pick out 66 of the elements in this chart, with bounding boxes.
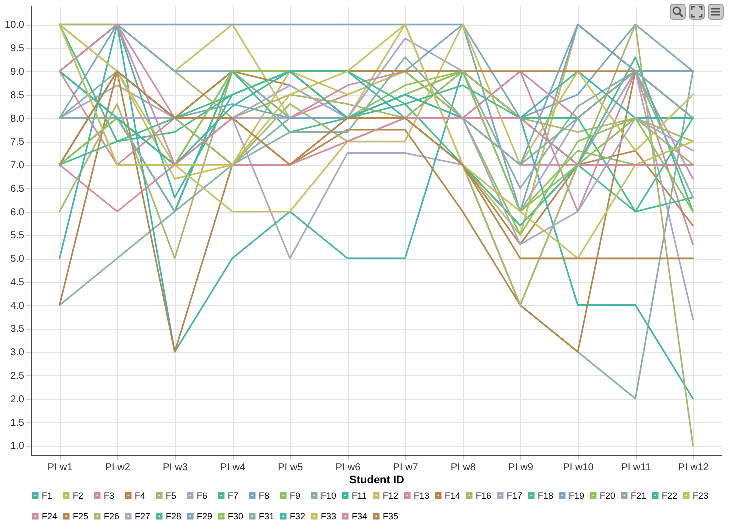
legend-label: F29 <box>197 512 213 522</box>
legend-label: F27 <box>135 512 151 522</box>
legend-label: F19 <box>569 490 585 501</box>
x-tick-label: PI w6 <box>336 462 362 474</box>
legend-label: F33 <box>321 512 337 522</box>
legend-label: F23 <box>693 490 709 501</box>
x-tick-label: PI w11 <box>621 462 652 474</box>
legend-label: F30 <box>228 512 244 522</box>
y-tick-label: 1.0 <box>10 441 25 452</box>
legend-label: F6 <box>197 490 208 501</box>
y-tick-label: 8.5 <box>10 90 25 102</box>
legend-label: F14 <box>445 490 461 501</box>
y-tick-label: 5.5 <box>10 230 25 242</box>
x-tick-label: PI w2 <box>105 462 131 474</box>
legend-label: F9 <box>290 490 301 501</box>
x-tick-label: PI w8 <box>450 462 476 474</box>
y-tick-label: 6.0 <box>10 207 25 218</box>
legend-label: F2 <box>73 490 84 501</box>
legend-label: F26 <box>104 512 120 522</box>
y-tick-label: 8.0 <box>10 114 25 125</box>
y-tick-label: 6.5 <box>10 184 25 195</box>
legend-label: F35 <box>383 512 399 522</box>
legend-label: F4 <box>135 490 146 501</box>
legend-label: F7 <box>228 490 239 501</box>
y-tick-label: 9.5 <box>10 44 25 55</box>
x-tick-label: PI w3 <box>162 462 188 474</box>
x-tick-label: PI w4 <box>220 462 246 474</box>
y-tick-label: 7.5 <box>10 137 25 148</box>
legend-label: F34 <box>352 512 368 522</box>
legend-label: F20 <box>600 490 616 501</box>
y-tick-label: 10.0 <box>5 20 25 32</box>
legend-label: F31 <box>259 512 275 522</box>
legend-label: F22 <box>662 490 678 501</box>
legend-label: F11 <box>352 490 367 501</box>
y-tick-label: 5.0 <box>10 254 25 266</box>
x-tick-label: PI w7 <box>393 462 419 474</box>
x-tick-label: PI w5 <box>278 462 304 474</box>
x-tick-label: PI w9 <box>508 462 534 474</box>
y-tick-label: 9.0 <box>10 66 25 78</box>
y-tick-label: 7.0 <box>10 160 25 172</box>
legend-label: F1 <box>42 490 53 501</box>
y-tick-label: 2.5 <box>10 370 25 382</box>
y-tick-label: 4.0 <box>10 300 25 312</box>
legend-label: F25 <box>73 512 89 522</box>
legend-label: F8 <box>259 490 270 501</box>
legend-label: F18 <box>538 490 554 501</box>
legend-label: F13 <box>414 490 430 501</box>
legend-label: F3 <box>104 490 115 501</box>
x-tick-label: PI w12 <box>678 462 710 474</box>
legend-label: F17 <box>507 490 523 501</box>
legend-label: F24 <box>42 512 58 522</box>
legend-label: F21 <box>631 490 647 501</box>
legend-label: F28 <box>166 512 182 522</box>
y-tick-label: 3.5 <box>10 324 25 336</box>
legend-label: F32 <box>290 512 306 522</box>
legend-label: F5 <box>166 490 177 501</box>
legend-label: F10 <box>321 490 337 501</box>
y-tick-label: 4.5 <box>10 277 25 288</box>
y-tick-label: 1.5 <box>10 418 25 429</box>
legend-label: F16 <box>476 490 492 501</box>
y-tick-label: 3.0 <box>10 348 25 359</box>
x-tick-label: PI w1 <box>48 462 74 474</box>
x-axis-title: Student ID <box>350 474 405 486</box>
x-tick-label: PI w10 <box>563 462 594 474</box>
y-tick-label: 2.0 <box>10 394 25 406</box>
legend-label: F12 <box>383 490 399 501</box>
